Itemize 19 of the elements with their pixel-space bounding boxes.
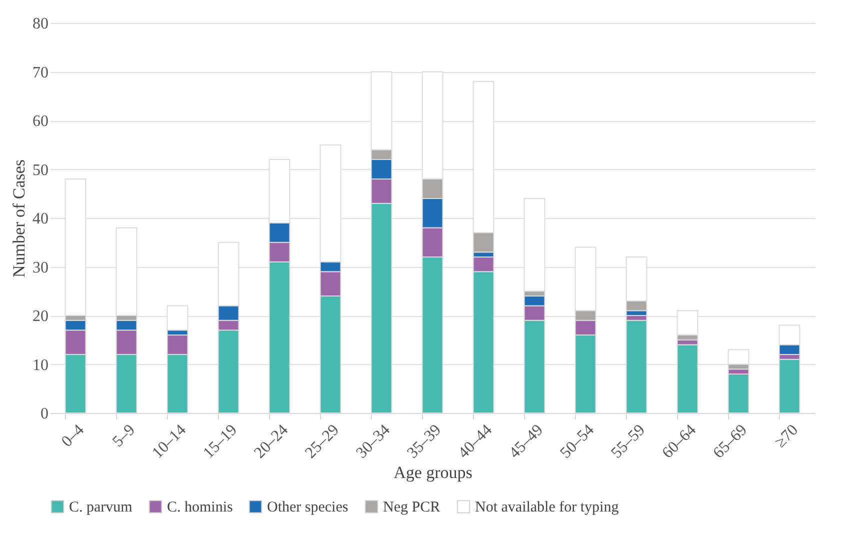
legend-label: Not available for typing — [475, 500, 620, 516]
y-tick-label: 30 — [32, 259, 48, 276]
legend-label: Neg PCR — [383, 500, 440, 516]
y-tick-label: 60 — [32, 113, 48, 130]
x-tick-label: 0–4 — [58, 422, 88, 450]
x-tick-label: 5–9 — [110, 422, 139, 450]
y-tick-label: 40 — [32, 210, 48, 228]
x-axis-title: Age groups — [394, 463, 472, 482]
y-tick-label: 10 — [32, 356, 48, 374]
y-tick-label: 0 — [40, 406, 48, 422]
x-tick-label: ≥70 — [772, 422, 802, 452]
legend-label: Other species — [267, 500, 348, 516]
y-tick-label: 20 — [32, 308, 48, 325]
legend-label: C. hominis — [167, 500, 234, 516]
y-tick-label: 80 — [32, 16, 48, 32]
legend-label: C. parvum — [69, 500, 133, 516]
y-tick-label: 70 — [32, 64, 48, 82]
y-axis-title: Number of Cases — [10, 159, 28, 278]
y-tick-label: 50 — [32, 162, 48, 179]
